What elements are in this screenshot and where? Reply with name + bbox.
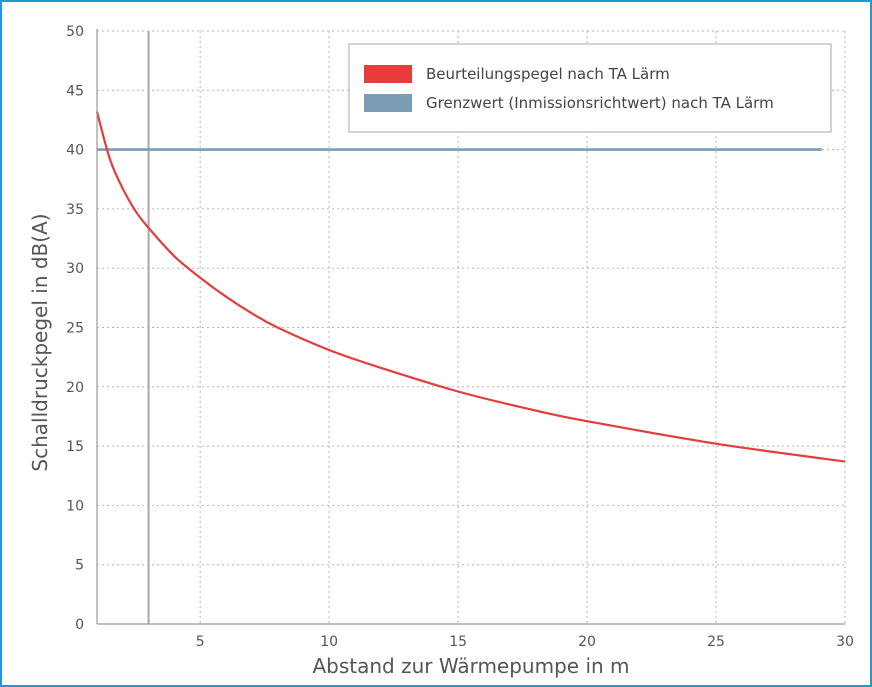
legend: Beurteilungspegel nach TA Lärm Grenzwert … [348,43,832,133]
x-tick-label: 5 [196,634,205,650]
series-group [95,111,846,463]
series-line-beurteilungspegel [95,111,846,463]
legend-label: Beurteilungspegel nach TA Lärm [426,65,670,83]
y-tick-label: 10 [66,498,84,514]
y-tick-label: 20 [66,380,84,396]
y-tick-label: 5 [75,558,84,574]
x-tick-label: 10 [320,634,338,650]
y-tick-label: 25 [66,321,84,337]
x-axis-title: Abstand zur Wärmepumpe in m [312,654,629,678]
x-tick-label: 15 [449,634,467,650]
x-tick-label: 30 [836,634,854,650]
x-tick-label: 20 [578,634,596,650]
y-tick-label: 35 [66,202,84,218]
y-tick-label: 15 [66,439,84,455]
y-tick-label: 45 [66,83,84,99]
axes: 0 5 10 15 20 25 30 35 40 45 50 5 10 15 20 25 30 [66,24,854,650]
grid [97,30,846,624]
x-tick-label: 25 [707,634,725,650]
y-tick-label: 0 [75,617,84,633]
legend-swatch [364,65,412,83]
y-tick-label: 50 [66,24,84,40]
legend-swatch [364,94,412,112]
legend-box [348,43,832,133]
y-tick-label: 40 [66,143,84,159]
y-axis-title: Schalldruckpegel in dB(A) [28,213,52,471]
legend-label: Grenzwert (Inmissionsrichtwert) nach TA … [426,94,774,112]
y-tick-label: 30 [66,261,84,277]
